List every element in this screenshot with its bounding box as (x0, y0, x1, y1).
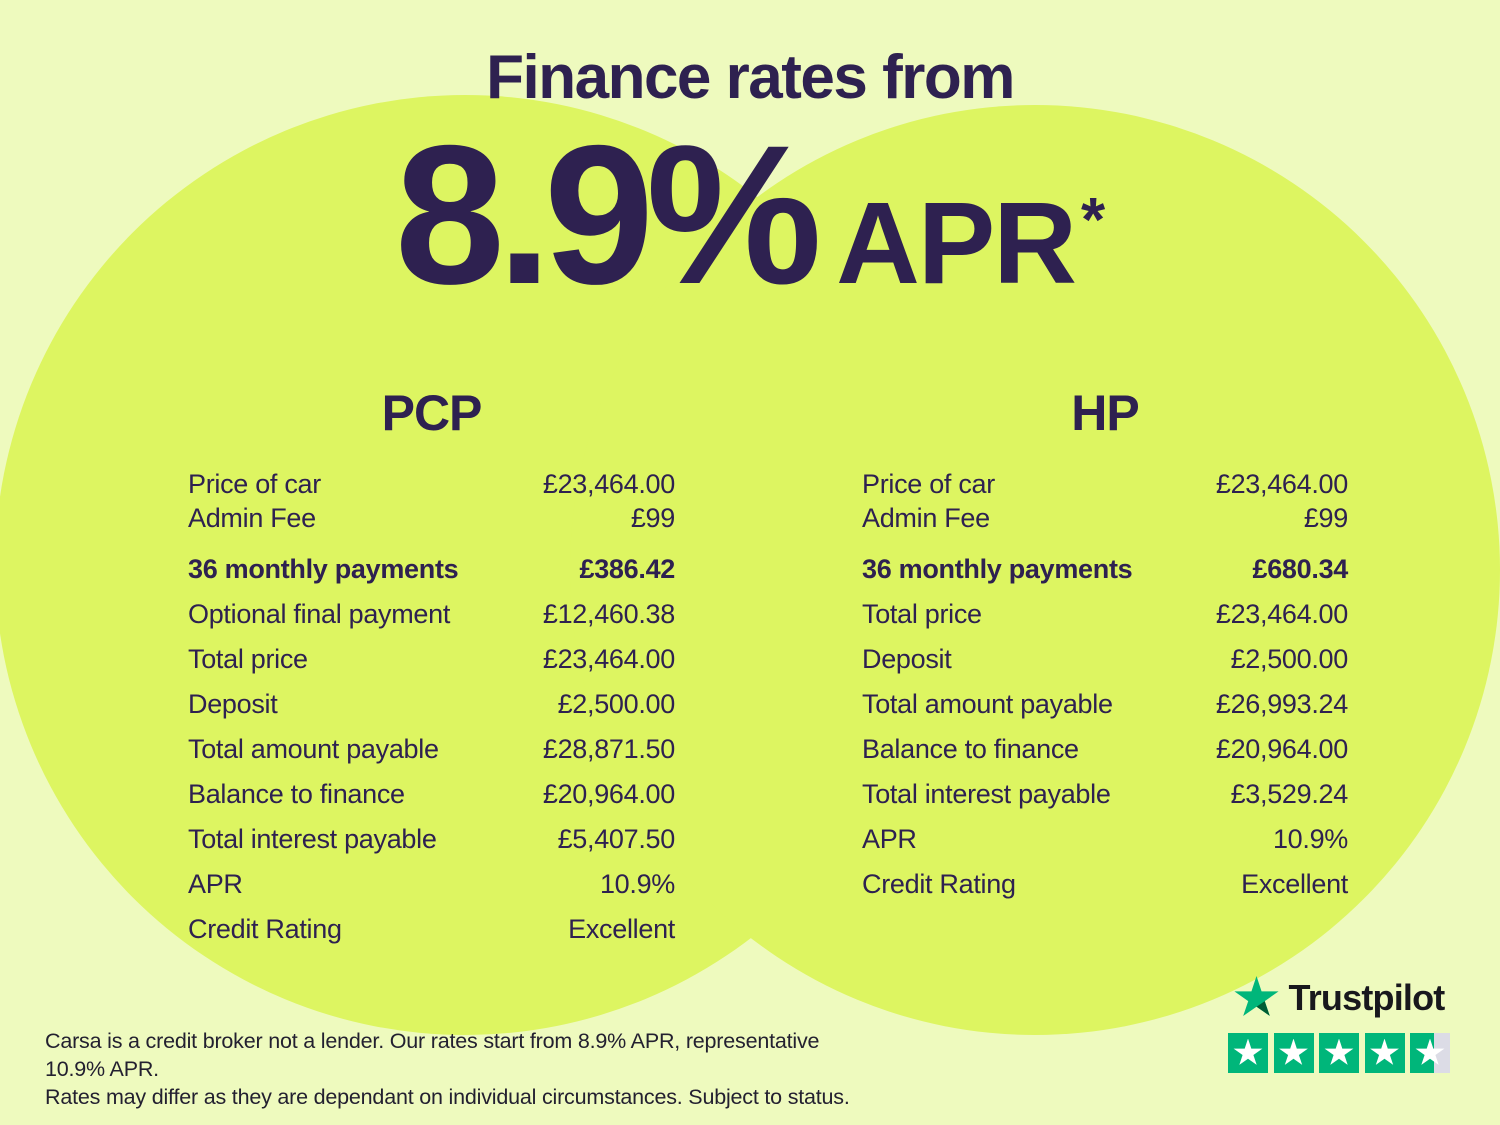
row-value: Excellent (568, 914, 675, 944)
pcp-panel-title: PCP (381, 385, 483, 441)
pcp-finance-row: 36 monthly payments £386.42 (188, 547, 675, 592)
row-value: £23,464.00 (542, 469, 675, 499)
hp-panel: HP Price of car £23,464.00 Admin Fee £99 36 … (862, 386, 1348, 907)
pcp-finance-row: Balance to finance £20,964.00 (188, 772, 675, 817)
row-value: £99 (630, 503, 675, 533)
legal-disclaimer-line2: Rates may differ as they are dependant o… (45, 1085, 850, 1109)
row-value: £23,464.00 (542, 644, 675, 674)
row-label: Total price (862, 599, 982, 629)
row-label: Deposit (862, 644, 952, 674)
pcp-panel: PCP Price of car £23,464.00 Admin Fee £99 36… (188, 386, 675, 952)
rate-value: 8.9% (394, 104, 822, 325)
hp-finance-row: Admin Fee £99 (862, 501, 1348, 535)
star-icon (1415, 1038, 1445, 1065)
hp-finance-row: Total price £23,464.00 (862, 592, 1348, 637)
row-label: Deposit (188, 689, 278, 719)
trustpilot-star-shadow (1256, 1001, 1270, 1017)
row-value: £2,500.00 (557, 689, 676, 719)
hp-panel-title: HP (1071, 385, 1139, 441)
row-label: 36 monthly payments (188, 554, 459, 584)
row-value: £23,464.00 (1215, 469, 1348, 499)
row-label: Total interest payable (862, 779, 1111, 809)
star-icon (1233, 1038, 1263, 1065)
row-value: £28,871.50 (542, 734, 675, 764)
row-label: Total interest payable (188, 824, 437, 854)
background-circle-right (570, 105, 1500, 1035)
hp-finance-row: Balance to finance £20,964.00 (862, 727, 1348, 772)
row-value: £20,964.00 (542, 779, 675, 809)
row-label: Total amount payable (188, 734, 439, 764)
row-value: £680.34 (1252, 554, 1349, 584)
row-value: £3,529.24 (1230, 779, 1349, 809)
trustpilot-logo-row: Trustpilot (1228, 976, 1450, 1020)
rating-star-box (1410, 1033, 1450, 1073)
row-label: Price of car (862, 469, 995, 499)
row-value: £99 (1303, 503, 1348, 533)
pcp-finance-row: APR 10.9% (188, 862, 675, 907)
legal-disclaimer: Carsa is a credit broker not a lender. O… (45, 1027, 865, 1111)
pcp-finance-row: Admin Fee £99 (188, 501, 675, 535)
row-label: Balance to finance (862, 734, 1079, 764)
rate-suffix-apr: APR (836, 178, 1077, 308)
star-icon (1370, 1038, 1399, 1065)
pcp-finance-row: Total interest payable £5,407.50 (188, 817, 675, 862)
page-title: Finance rates from (486, 43, 1015, 112)
pcp-finance-row: Price of car £23,464.00 (188, 467, 675, 501)
row-value: £26,993.24 (1215, 689, 1348, 719)
pcp-finance-row: Deposit £2,500.00 (188, 682, 675, 727)
pcp-rows: Price of car £23,464.00 Admin Fee £99 36 mon… (188, 467, 675, 952)
hp-finance-row: Credit Rating Excellent (862, 862, 1348, 907)
pcp-finance-row: Total price £23,464.00 (188, 637, 675, 682)
rating-star-box (1273, 1033, 1314, 1073)
trustpilot-rating-stars (1228, 1033, 1450, 1073)
hp-finance-row: 36 monthly payments £680.34 (862, 547, 1348, 592)
hp-finance-row: Total amount payable £26,993.24 (862, 682, 1348, 727)
rating-star-box (1228, 1033, 1268, 1073)
trustpilot-widget: Trustpilot (1228, 976, 1450, 1073)
row-value: Excellent (1241, 869, 1348, 899)
star-icon (1324, 1038, 1354, 1065)
hp-finance-row: Total interest payable £3,529.24 (862, 772, 1348, 817)
row-value: 10.9% (1272, 824, 1348, 854)
hp-finance-row: APR 10.9% (862, 817, 1348, 862)
row-label: APR (188, 869, 243, 899)
row-value: 10.9% (599, 869, 675, 899)
row-value: £12,460.38 (542, 599, 675, 629)
hp-finance-row: Deposit £2,500.00 (862, 637, 1348, 682)
row-value: £2,500.00 (1230, 644, 1349, 674)
row-label: Total amount payable (862, 689, 1113, 719)
pcp-finance-row: Optional final payment £12,460.38 (188, 592, 675, 637)
row-label: Optional final payment (188, 599, 451, 629)
rating-star-box (1319, 1033, 1359, 1073)
row-label: Admin Fee (188, 503, 316, 533)
row-label: 36 monthly payments (862, 554, 1133, 584)
pcp-finance-row: Credit Rating Excellent (188, 907, 675, 952)
row-label: Price of car (188, 469, 321, 499)
row-label: Admin Fee (862, 503, 990, 533)
row-label: Credit Rating (862, 869, 1016, 899)
row-label: Total price (188, 644, 308, 674)
pcp-finance-row: Total amount payable £28,871.50 (188, 727, 675, 772)
row-label: Credit Rating (188, 914, 342, 944)
rate-asterisk: * (1081, 186, 1106, 255)
row-value: £20,964.00 (1215, 734, 1348, 764)
row-value: £23,464.00 (1215, 599, 1348, 629)
legal-disclaimer-line1: Carsa is a credit broker not a lender. O… (45, 1029, 820, 1081)
trustpilot-star-icon (1234, 976, 1279, 1017)
row-value: £386.42 (579, 554, 676, 584)
row-label: Balance to finance (188, 779, 405, 809)
row-value: £5,407.50 (557, 824, 676, 854)
trustpilot-wordmark: Trustpilot (1288, 977, 1446, 1018)
headline-rate: 8.9% APR * (0, 116, 1500, 314)
row-label: APR (862, 824, 917, 854)
hp-finance-row: Price of car £23,464.00 (862, 467, 1348, 501)
star-icon (1279, 1038, 1308, 1065)
rating-star-box (1364, 1033, 1405, 1073)
hp-rows: Price of car £23,464.00 Admin Fee £99 36 mon… (862, 467, 1348, 907)
